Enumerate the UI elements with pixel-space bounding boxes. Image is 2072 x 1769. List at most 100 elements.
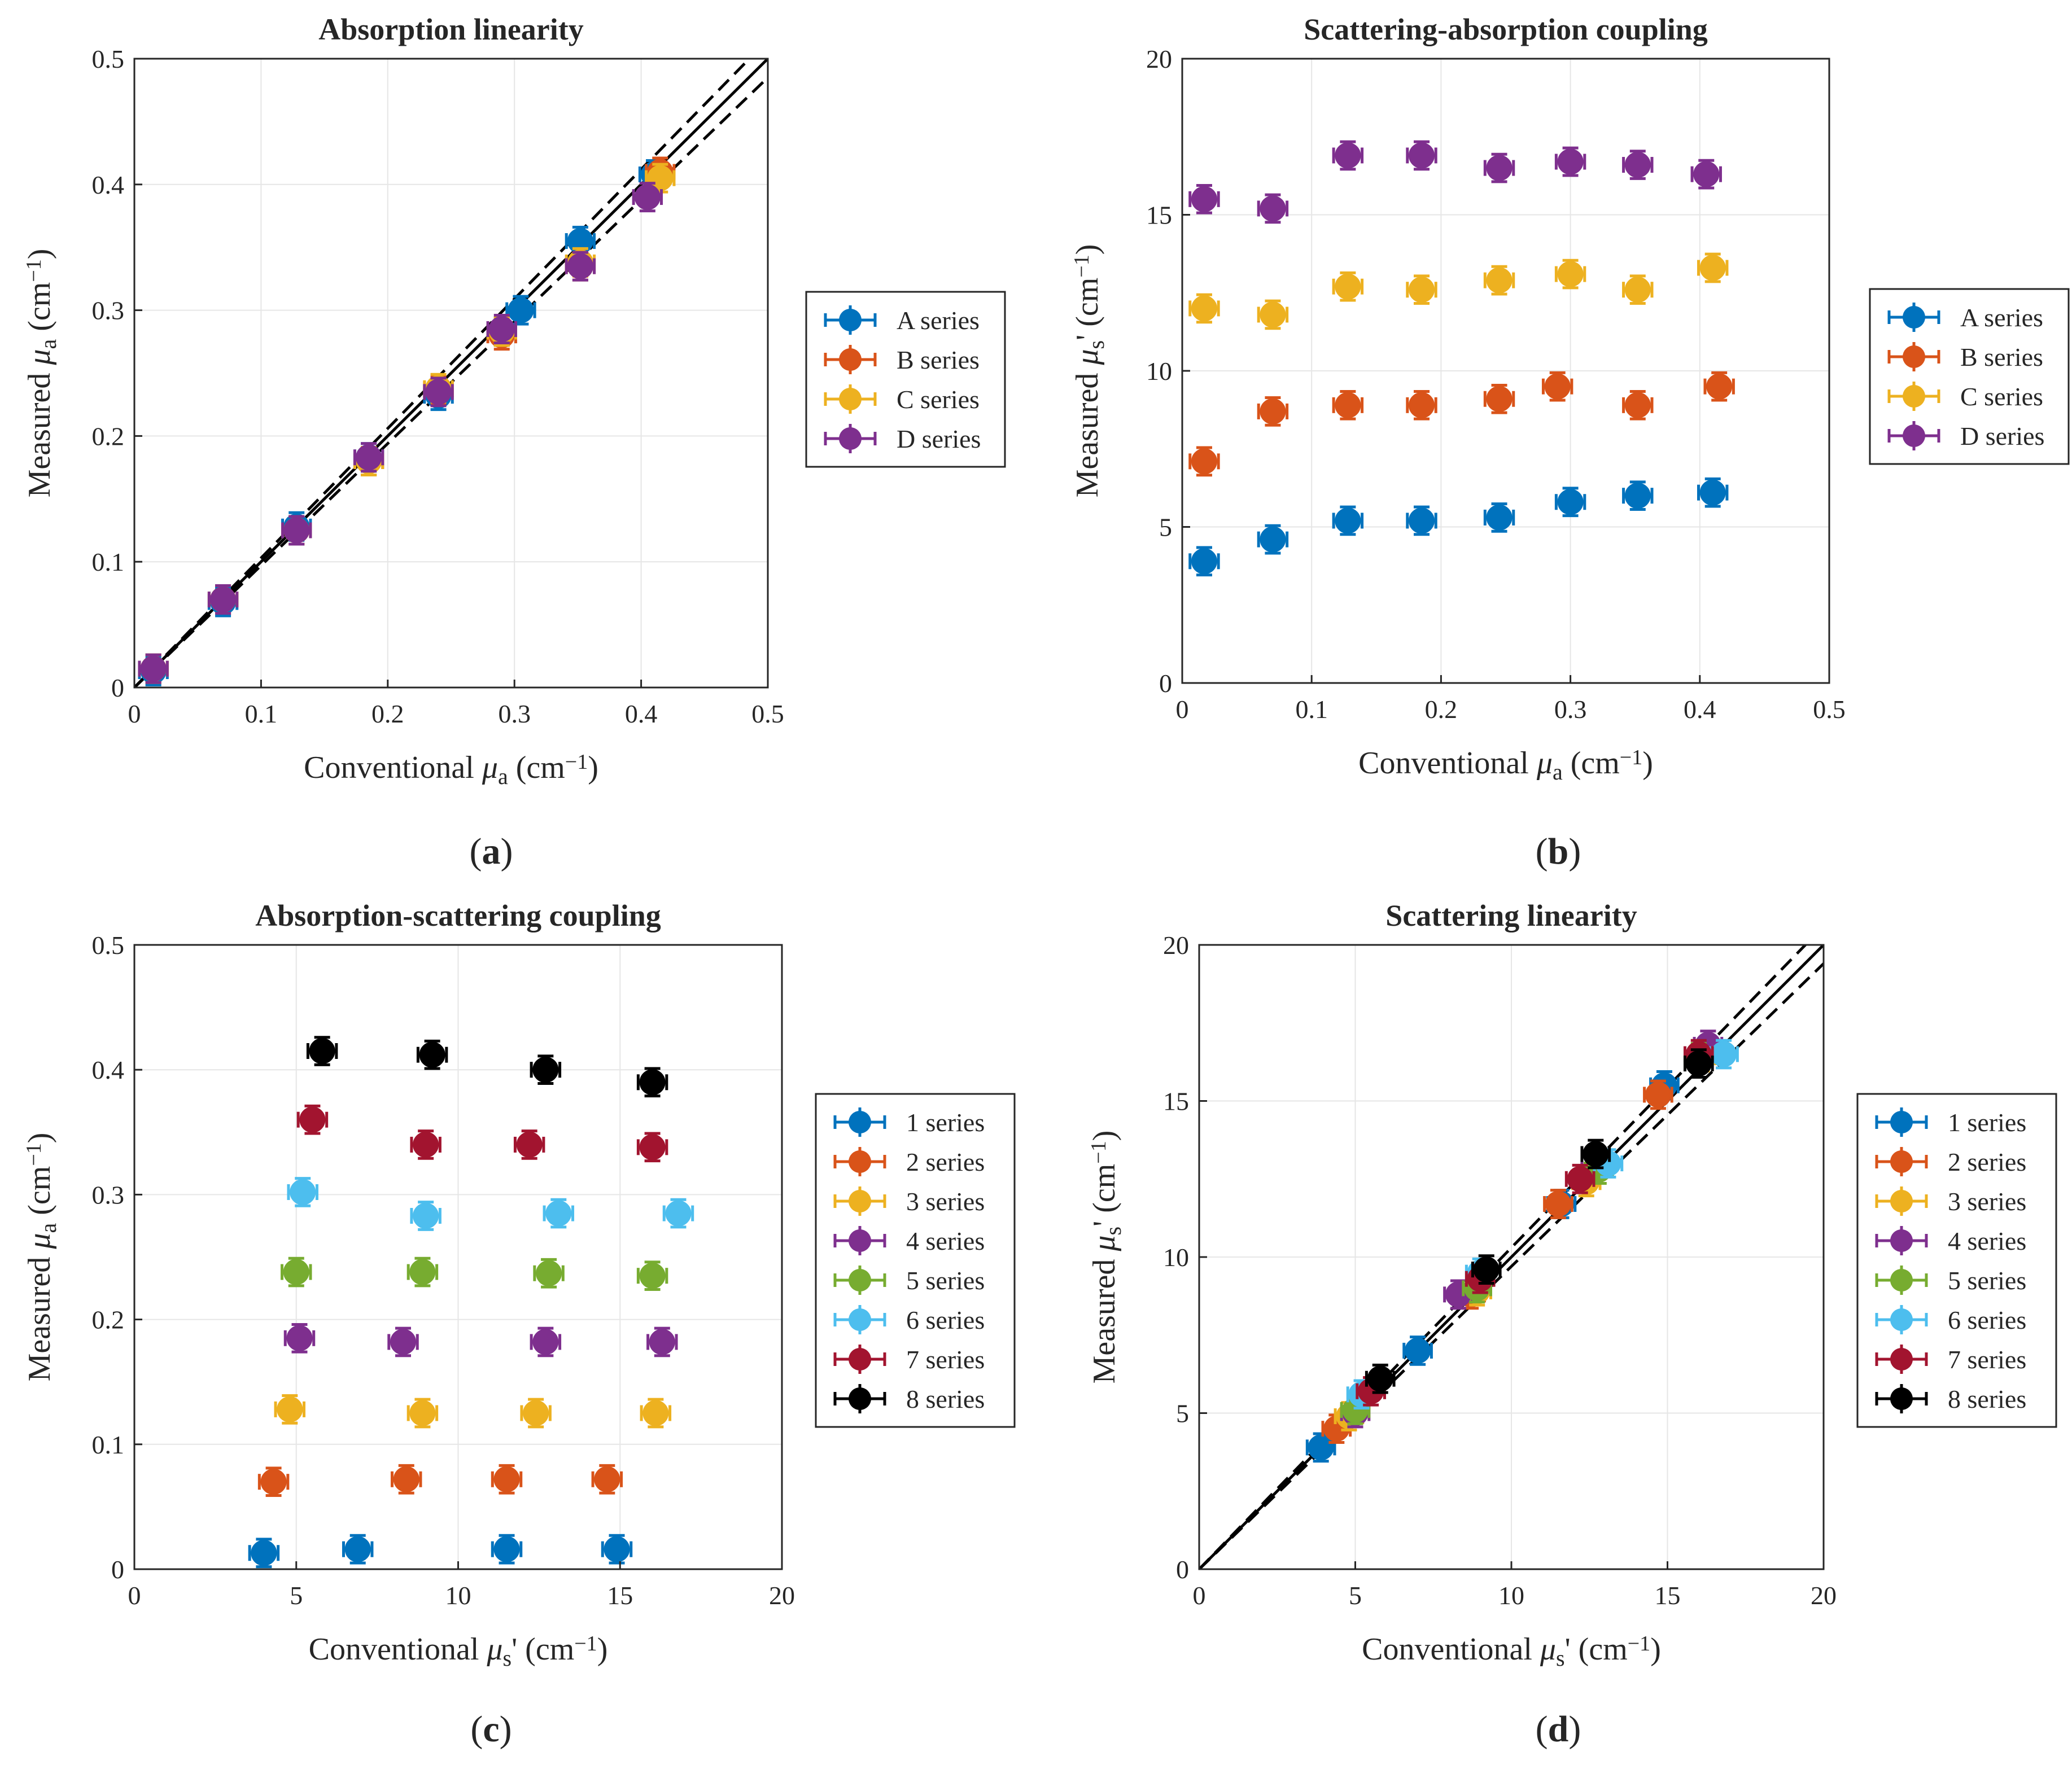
legend: 1 series 2 series 3 series 4 series 5 series… (815, 1093, 1016, 1428)
series-6-markers (287, 1177, 694, 1231)
marker (344, 1536, 371, 1562)
legend-label: 1 series (906, 1108, 985, 1137)
marker (1191, 186, 1217, 212)
legend-marker (1890, 1387, 1913, 1410)
legend-item-4: D series (824, 424, 981, 453)
panel-label: (c) (470, 1709, 512, 1750)
x-tick-label: 0 (128, 699, 141, 728)
legend-item-6: 6 series (1875, 1305, 2026, 1334)
legend-box (815, 1093, 1016, 1428)
data-point (1188, 184, 1220, 214)
data-point (1406, 274, 1437, 305)
chart-panel-1: 0 0.1 0.2 0.3 0.4 0.5 0 0.1 0.2 0.3 0.4 0.5 Absorpti… (22, 12, 1006, 872)
legend-item-2: 2 series (1875, 1147, 2026, 1176)
marker (1624, 483, 1651, 509)
data-point (287, 1177, 318, 1207)
data-point (410, 1129, 441, 1160)
series-4-markers (283, 1323, 678, 1358)
y-tick-label: 0 (1159, 669, 1172, 698)
data-point (406, 1256, 439, 1288)
data-point (636, 1260, 668, 1291)
marker (1409, 507, 1435, 534)
y-tick-label: 0.5 (92, 45, 125, 73)
data-point (1622, 274, 1654, 305)
data-point (1554, 259, 1586, 290)
legend-item-4: 4 series (833, 1226, 985, 1255)
data-point (1188, 546, 1220, 577)
legend-item-7: 7 series (833, 1345, 985, 1374)
y-tick-label: 0.2 (92, 422, 125, 450)
marker (409, 1259, 436, 1285)
data-point (353, 442, 384, 473)
legend-marker (1903, 306, 1925, 329)
legend-label: D series (1960, 422, 2044, 450)
x-axis-label: Conventional μs' (cm−1) (1362, 1632, 1661, 1671)
marker (516, 1131, 543, 1158)
marker (567, 253, 593, 279)
marker (1545, 1190, 1571, 1217)
marker (1699, 479, 1726, 506)
data-point (1471, 1254, 1502, 1285)
data-point (591, 1464, 623, 1495)
series-8-markers (306, 1036, 668, 1098)
legend-label: 8 series (906, 1385, 985, 1413)
legend-label: 4 series (1948, 1227, 2026, 1255)
marker (1624, 392, 1651, 418)
marker (594, 1466, 620, 1492)
x-tick-label: 15 (1655, 1581, 1681, 1610)
legend-item-3: 3 series (1875, 1186, 2026, 1216)
legend-item-4: D series (1887, 421, 2044, 450)
marker (532, 1329, 559, 1355)
chart-title: Scattering linearity (1385, 899, 1637, 932)
data-point (1483, 152, 1515, 183)
data-point (1257, 396, 1289, 427)
y-tick-label: 10 (1146, 357, 1172, 386)
legend-label: C series (897, 385, 980, 414)
data-point (491, 1464, 523, 1495)
marker (1557, 261, 1584, 287)
data-point (416, 1039, 448, 1070)
y-axis-label: Measured μa (cm−1) (22, 249, 61, 498)
series-5-markers (281, 1256, 668, 1291)
legend-item-2: 2 series (833, 1147, 985, 1176)
marker (1583, 1141, 1609, 1167)
marker (290, 1179, 316, 1205)
y-tick-label: 0.4 (92, 1056, 125, 1084)
y-tick-label: 0.1 (92, 548, 125, 576)
legend-marker (839, 388, 862, 410)
legend-marker (1890, 1190, 1913, 1212)
marker (1191, 448, 1217, 475)
data-point (1332, 271, 1364, 302)
legend-marker (849, 1308, 871, 1331)
y-axis-label: Measured μs' (cm−1) (1070, 244, 1109, 498)
y-tick-label: 15 (1146, 201, 1172, 230)
data-point (1703, 371, 1735, 402)
y-axis-label: Measured μs' (cm−1) (1087, 1131, 1126, 1384)
x-tick-label: 0 (128, 1581, 141, 1610)
data-point (491, 1534, 523, 1565)
data-point (138, 653, 169, 684)
marker (1699, 255, 1726, 281)
y-axis-label: Measured μa (cm−1) (22, 1133, 61, 1382)
marker (251, 1540, 277, 1566)
marker (1624, 152, 1651, 178)
legend-item-3: 3 series (833, 1186, 985, 1216)
marker (356, 444, 382, 471)
series-3-markers (274, 1394, 672, 1429)
x-tick-label: 0.5 (751, 699, 784, 728)
legend-marker (839, 348, 862, 371)
legend-item-3: C series (824, 384, 980, 414)
y-tick-label: 5 (1176, 1399, 1189, 1428)
legend-marker (839, 309, 862, 331)
y-tick-label: 0.1 (92, 1430, 125, 1459)
y-tick-label: 0.5 (92, 931, 125, 960)
legend-marker (1903, 345, 1925, 368)
series-7-markers (1356, 1039, 1714, 1407)
data-point (565, 251, 596, 282)
data-point (306, 1036, 338, 1066)
data-point (274, 1394, 306, 1425)
chart-panel-4: 0 5 10 15 20 0 5 10 15 20 Scattering linearity Conv… (1087, 899, 2057, 1750)
legend-label: 8 series (1948, 1385, 2026, 1413)
legend-item-1: A series (1887, 303, 2043, 332)
data-point (1402, 1335, 1433, 1366)
